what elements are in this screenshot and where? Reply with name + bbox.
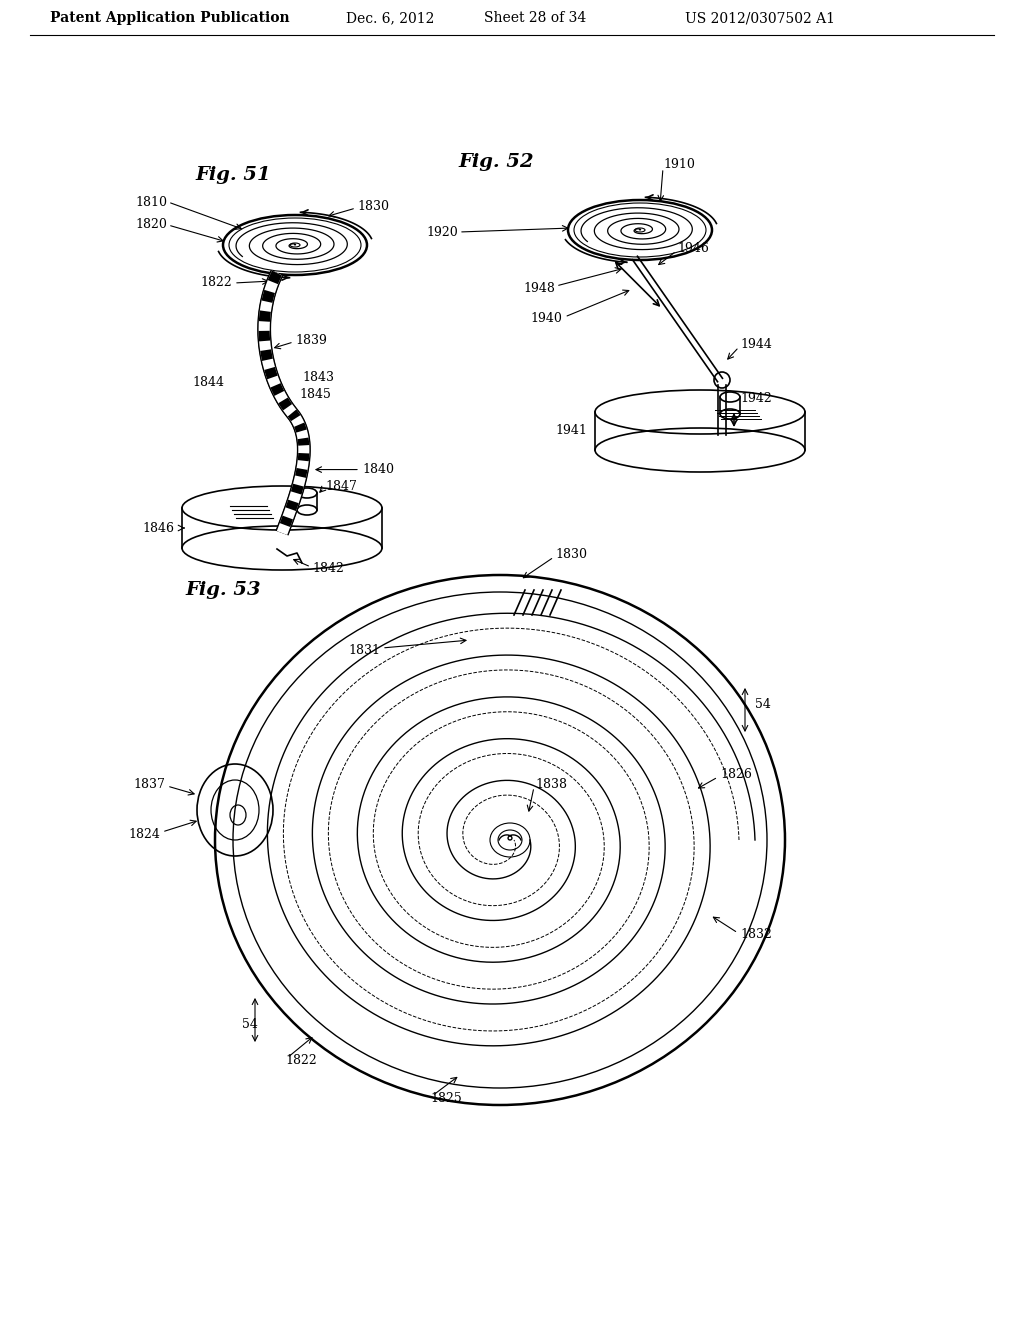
Text: 1910: 1910 [663, 158, 695, 172]
Text: 1948: 1948 [523, 281, 555, 294]
Text: 1830: 1830 [357, 201, 389, 214]
Text: Fig. 52: Fig. 52 [458, 153, 534, 172]
Text: 1920: 1920 [426, 226, 458, 239]
Text: Patent Application Publication: Patent Application Publication [50, 11, 290, 25]
Text: 1831: 1831 [348, 644, 380, 656]
Text: 1820: 1820 [135, 219, 167, 231]
Text: 1832: 1832 [740, 928, 772, 941]
Text: 1830: 1830 [555, 549, 587, 561]
Text: US 2012/0307502 A1: US 2012/0307502 A1 [685, 11, 835, 25]
Text: 1838: 1838 [535, 779, 567, 792]
Text: 1842: 1842 [312, 561, 344, 574]
Text: 54: 54 [242, 1019, 258, 1031]
Text: 1840: 1840 [361, 463, 394, 477]
Text: 1824: 1824 [128, 829, 160, 842]
Text: 1810: 1810 [135, 195, 167, 209]
Text: 1839: 1839 [296, 334, 328, 347]
Text: Dec. 6, 2012: Dec. 6, 2012 [346, 11, 434, 25]
Text: 1843: 1843 [302, 371, 334, 384]
Text: 1941: 1941 [555, 425, 587, 437]
Text: 1825: 1825 [430, 1092, 462, 1105]
Text: 1845: 1845 [299, 388, 331, 400]
Text: 1822: 1822 [285, 1053, 316, 1067]
Text: 1846: 1846 [142, 521, 174, 535]
Text: 54: 54 [755, 698, 771, 711]
Text: 1944: 1944 [740, 338, 772, 351]
Text: 1940: 1940 [530, 313, 562, 326]
Text: 1837: 1837 [133, 779, 165, 792]
Text: Fig. 51: Fig. 51 [195, 166, 270, 183]
Text: Sheet 28 of 34: Sheet 28 of 34 [484, 11, 586, 25]
Text: Fig. 53: Fig. 53 [185, 581, 261, 599]
Text: 1942: 1942 [740, 392, 772, 404]
Text: 1844: 1844 [193, 376, 224, 388]
Text: 1822: 1822 [201, 276, 232, 289]
Text: 1826: 1826 [720, 768, 752, 781]
Text: 1946: 1946 [678, 243, 710, 256]
Text: 1847: 1847 [325, 480, 357, 494]
